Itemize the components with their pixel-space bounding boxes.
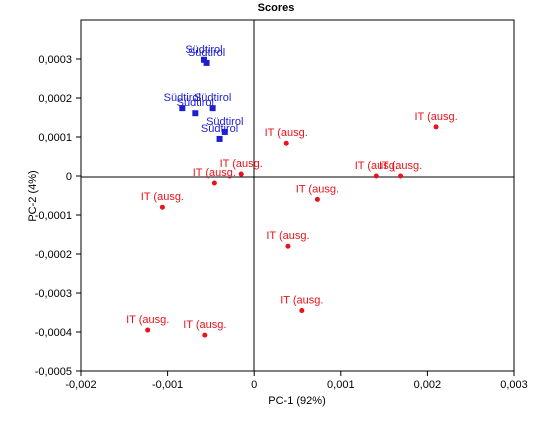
y-tick-label: 0,0003 [38,54,72,66]
x-tick-label: -0,002 [65,379,96,391]
data-point-circle [314,196,320,202]
data-point-label: IT (ausg. [193,167,236,179]
x-tick-label: 0,001 [327,379,355,391]
y-tick-label: -0,0001 [35,210,72,222]
data-point-label: IT (ausg. [126,314,169,326]
data-point-label: Südtirol [164,92,201,104]
data-point-circle [299,308,305,314]
x-tick-label: 0,002 [414,379,442,391]
x-axis-ticks: -0,002 -0,001 0 0,001 0,002 0,003 [65,371,528,391]
data-point-circle [283,140,289,146]
data-point-circle [285,243,291,249]
data-point-square [209,105,216,112]
x-tick-label: 0 [251,379,257,391]
y-tick-label: 0 [66,171,72,183]
data-point-label: Südtirol [188,47,225,59]
data-point-square [216,135,223,142]
data-point-circle [159,204,165,210]
data-point-circle [145,327,151,333]
data-points-layer: SüdtirolSüdtirolSüdtirolSüdtirolSüdtirol… [126,44,458,338]
chart-title: Scores [258,2,295,14]
data-point-label: IT (ausg. [141,191,184,203]
data-point-circle [373,173,379,179]
data-point-square [221,128,228,135]
data-point-square [203,59,210,66]
data-point-square [192,110,199,117]
y-tick-label: 0,0002 [38,93,72,105]
data-point-label: Südtirol [194,92,231,104]
data-point-label: Südtirol [201,123,238,135]
y-tick-label: -0,0005 [35,366,72,378]
x-axis-label: PC-1 (92%) [268,395,325,407]
data-point-square [200,56,207,63]
y-tick-label: -0,0002 [35,249,72,261]
data-point-circle [211,180,217,186]
series-0: SüdtirolSüdtirolSüdtirolSüdtirolSüdtirol… [164,44,243,142]
x-tick-label: -0,001 [152,379,183,391]
y-axis-label: PC-2 (4%) [27,170,39,221]
data-point-circle [238,171,244,177]
data-point-label: IT (ausg. [220,158,263,170]
data-point-circle [433,124,439,130]
series-1: IT (ausg.IT (ausg.IT (ausg.IT (ausg.IT (… [126,111,458,338]
data-point-label: Südtirol [206,116,243,128]
data-point-label: Südtirol [177,97,214,109]
plot-frame [80,19,515,372]
data-point-label: IT (ausg. [355,160,398,172]
x-tick-label: 0,003 [500,379,528,391]
y-tick-label: -0,0003 [35,288,72,300]
data-point-label: IT (ausg. [265,127,308,139]
data-point-label: IT (ausg. [296,183,339,195]
data-point-label: IT (ausg. [280,295,323,307]
data-point-circle [398,173,404,179]
data-point-label: IT (ausg. [183,319,226,331]
data-point-label: IT (ausg. [379,160,422,172]
data-point-label: Südtirol [185,44,222,56]
data-point-square [179,105,186,112]
data-point-circle [202,332,208,338]
data-point-label: IT (ausg. [266,230,309,242]
y-tick-label: -0,0004 [35,327,72,339]
y-tick-label: 0,0001 [38,132,72,144]
data-point-label: IT (ausg. [414,111,457,123]
y-axis-ticks: -0,0005 -0,0004 -0,0003 -0,0002 -0,0001 0 0,00… [35,54,81,378]
